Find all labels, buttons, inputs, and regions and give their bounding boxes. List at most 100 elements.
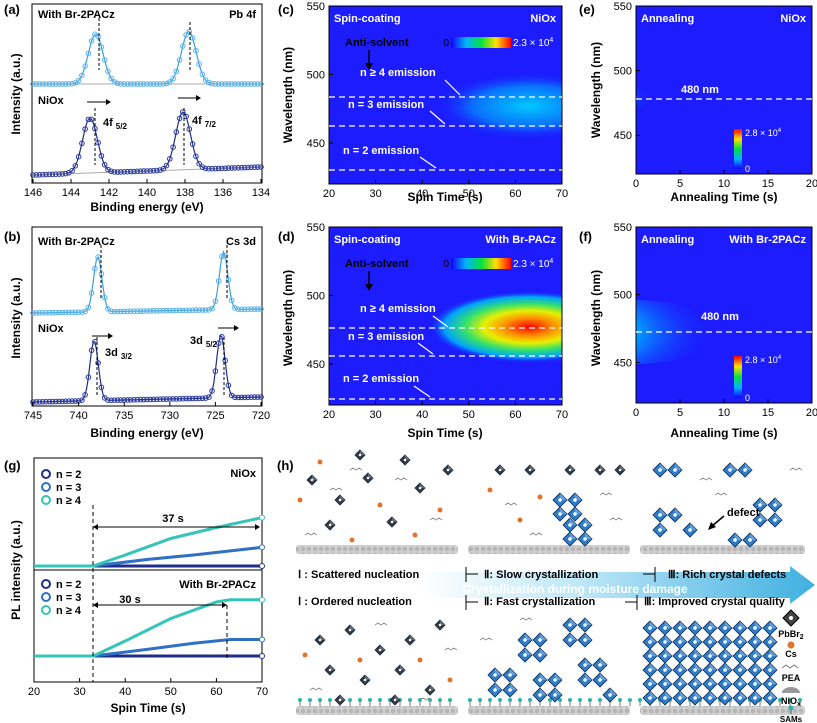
data-point xyxy=(108,397,114,404)
data-point xyxy=(206,79,212,86)
octahedron-center xyxy=(768,668,772,672)
data-point xyxy=(30,310,36,316)
emission-region xyxy=(636,89,654,109)
octahedron xyxy=(717,662,733,678)
octahedron-center xyxy=(558,512,562,516)
sample-label: NiOx xyxy=(780,13,807,25)
stage-bottom-1: Ⅰ : Ordered nucleation xyxy=(298,596,412,608)
data-point xyxy=(248,164,254,171)
tick-label: 450 xyxy=(614,130,632,142)
octahedron xyxy=(717,648,733,664)
octahedron-center xyxy=(328,668,332,672)
sam-head xyxy=(468,698,472,702)
octahedron xyxy=(702,634,718,650)
octahedron xyxy=(374,644,386,656)
heatmap-plot xyxy=(329,6,562,184)
data-point xyxy=(215,340,222,346)
data-point xyxy=(154,167,160,174)
octahedron-center xyxy=(753,654,757,658)
data-point xyxy=(238,164,245,171)
octahedron xyxy=(567,492,583,508)
data-point xyxy=(134,308,140,315)
x-axis-label: Spin Time (s) xyxy=(407,426,482,440)
tick-label: 30 xyxy=(369,409,381,421)
data-point xyxy=(127,168,134,175)
panel-label: (h) xyxy=(277,458,294,473)
tick-label: 20 xyxy=(323,188,335,200)
sam-head xyxy=(548,698,552,702)
panel-label: (d) xyxy=(278,229,295,244)
octahedron-center xyxy=(573,498,577,502)
data-point xyxy=(251,394,258,400)
mode-label: Spin-coating xyxy=(334,234,401,246)
octahedron-center xyxy=(678,640,682,644)
data-point xyxy=(150,81,157,87)
data-point xyxy=(114,169,121,175)
sample-label-top: With Br-2PACz xyxy=(38,9,115,21)
data-point xyxy=(150,308,157,314)
octahedron-center xyxy=(446,468,450,472)
octahedron-center xyxy=(498,468,502,472)
tick-label: 144 xyxy=(62,187,80,199)
octahedron-facet xyxy=(600,658,607,665)
octahedron xyxy=(389,694,401,706)
data-point xyxy=(157,396,163,403)
sam-head xyxy=(438,698,442,702)
octahedron-facet xyxy=(560,507,567,514)
octahedron-center xyxy=(390,520,394,524)
octahedron xyxy=(752,497,768,513)
octahedron-facet xyxy=(585,518,592,525)
octahedron xyxy=(577,657,593,673)
data-point xyxy=(176,115,183,122)
tick-label: 40 xyxy=(119,686,131,698)
mode-label: Annealing xyxy=(641,13,694,25)
octahedron-facet xyxy=(420,483,425,488)
tick-label: 134 xyxy=(252,187,270,199)
cs-ions xyxy=(297,459,543,683)
data-point xyxy=(160,81,167,87)
octahedron xyxy=(577,531,593,547)
octahedron xyxy=(762,662,778,678)
data-point xyxy=(127,308,134,315)
data-point xyxy=(238,306,245,313)
antisolvent-label: Anti-solvent xyxy=(345,37,409,49)
octahedron-facet xyxy=(610,688,617,695)
data-point xyxy=(202,165,209,172)
sample-label-top: NiOx xyxy=(230,468,257,480)
data-point xyxy=(111,397,118,404)
data-point xyxy=(49,398,56,405)
data-point xyxy=(98,153,105,159)
octahedron xyxy=(717,676,733,692)
octahedron-facet xyxy=(620,465,625,470)
octahedron-facet xyxy=(585,658,592,665)
series-end-point xyxy=(259,596,265,603)
octahedron-facet xyxy=(740,649,747,656)
octahedron xyxy=(687,690,703,706)
data-point xyxy=(199,71,206,78)
octahedron xyxy=(642,676,658,692)
data-point xyxy=(215,81,222,87)
octahedron-center xyxy=(608,693,612,697)
data-point xyxy=(82,63,88,69)
data-point xyxy=(33,310,40,316)
octahedron xyxy=(652,462,668,478)
octahedron xyxy=(594,464,606,476)
octahedron xyxy=(642,662,658,678)
data-point xyxy=(121,81,127,87)
octahedron-center xyxy=(583,523,587,527)
sam-head xyxy=(308,698,312,702)
octahedron-center xyxy=(663,640,667,644)
data-point xyxy=(131,308,137,315)
cs-ion xyxy=(412,532,418,538)
data-point xyxy=(137,308,144,314)
octahedron-center xyxy=(338,498,342,502)
tick-label: 550 xyxy=(614,1,632,13)
colorbar xyxy=(451,258,511,269)
octahedron-facet xyxy=(320,635,325,640)
octahedron-center xyxy=(568,523,572,527)
data-point xyxy=(92,338,98,345)
octahedron xyxy=(404,634,416,646)
pea-molecule xyxy=(529,532,543,536)
tick-label: 500 xyxy=(307,69,325,81)
octahedron xyxy=(762,648,778,664)
